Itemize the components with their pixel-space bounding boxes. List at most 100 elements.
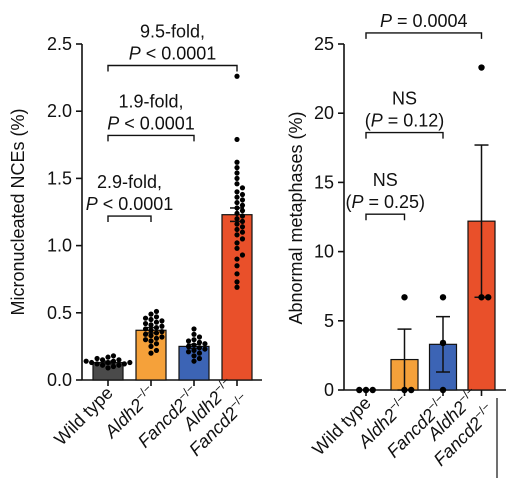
- data-point: [234, 240, 240, 246]
- data-point: [234, 205, 240, 211]
- data-point: [89, 359, 95, 366]
- significance-label: 1.9-fold,: [118, 91, 183, 111]
- data-point: [148, 338, 154, 344]
- data-point: [202, 341, 208, 347]
- data-point: [239, 224, 246, 230]
- significance-label: NS: [392, 89, 417, 109]
- data-point: [191, 342, 197, 348]
- data-point: [234, 170, 240, 176]
- significance-label: (P = 0.12): [365, 111, 445, 131]
- data-point: [153, 341, 160, 347]
- significance-label: P < 0.0001: [129, 44, 217, 64]
- data-point: [234, 199, 240, 206]
- data-point: [153, 308, 160, 315]
- data-point: [234, 245, 240, 251]
- data-point: [191, 358, 197, 364]
- y-tick-label: 1.5: [47, 168, 72, 188]
- significance-label: 9.5-fold,: [140, 22, 205, 42]
- data-point: [439, 386, 447, 394]
- data-point: [401, 386, 408, 394]
- data-point: [234, 232, 240, 238]
- data-point: [142, 315, 149, 321]
- data-point: [105, 365, 111, 371]
- data-point: [191, 326, 197, 332]
- data-point: [234, 279, 240, 285]
- data-point: [408, 386, 415, 394]
- y-tick-label: 1.0: [47, 236, 72, 256]
- data-point: [99, 362, 106, 368]
- data-point: [148, 343, 154, 349]
- data-point: [234, 136, 240, 143]
- data-point: [153, 330, 160, 336]
- data-point: [234, 189, 240, 195]
- significance-label: NS: [373, 170, 398, 190]
- data-point: [239, 202, 246, 208]
- data-point: [401, 294, 408, 301]
- data-point: [148, 311, 154, 317]
- data-point: [439, 339, 447, 347]
- data-point: [153, 335, 160, 341]
- significance-bracket: [107, 64, 238, 72]
- data-point: [234, 181, 240, 187]
- y-tick-label: 25: [314, 34, 334, 54]
- data-point: [153, 347, 160, 354]
- data-point: [191, 331, 197, 337]
- data-point: [234, 194, 240, 200]
- data-point: [239, 252, 246, 258]
- data-point: [239, 218, 246, 225]
- data-point: [142, 320, 149, 327]
- data-point: [239, 229, 246, 235]
- data-point: [83, 358, 89, 364]
- data-point: [234, 221, 240, 227]
- data-point: [239, 191, 246, 198]
- data-point: [196, 345, 203, 351]
- y-tick-label: 0.0: [47, 370, 72, 390]
- data-point: [159, 318, 165, 324]
- data-point: [239, 236, 246, 242]
- data-point: [234, 165, 240, 171]
- significance-bracket: [107, 134, 195, 142]
- data-point: [234, 226, 240, 233]
- data-point: [142, 337, 149, 343]
- data-point: [153, 319, 160, 325]
- data-point: [105, 359, 111, 366]
- y-tick-label: 15: [314, 172, 334, 192]
- data-point: [153, 314, 160, 320]
- data-point: [185, 349, 192, 355]
- data-point: [148, 327, 154, 333]
- data-point: [485, 294, 492, 301]
- y-tick-label: 5: [324, 311, 334, 331]
- data-point: [196, 355, 203, 362]
- data-point: [234, 256, 240, 262]
- data-point: [196, 350, 203, 356]
- data-point: [148, 316, 154, 323]
- y-axis-label: Abnormal metaphases (%): [286, 111, 306, 324]
- y-tick-label: 2.0: [47, 101, 72, 121]
- y-tick-label: 20: [314, 103, 334, 123]
- data-point: [99, 357, 106, 363]
- data-point: [191, 347, 197, 354]
- significance-label: P = 0.0004: [380, 11, 468, 31]
- data-point: [116, 362, 122, 368]
- data-point: [202, 346, 208, 352]
- data-point: [239, 197, 246, 203]
- data-point: [116, 357, 122, 363]
- data-point: [234, 175, 240, 181]
- data-point: [234, 284, 240, 290]
- data-point: [110, 363, 117, 370]
- data-point: [439, 294, 447, 301]
- data-point: [110, 353, 117, 359]
- data-point: [356, 386, 363, 394]
- data-point: [185, 343, 192, 349]
- chart-panel-1: 0.0 0.5 1.0 1.5 2.0 2.5 Micronucleated NCEs (%…: [8, 22, 262, 460]
- bar: [221, 214, 253, 381]
- data-point: [191, 337, 197, 343]
- significance-bracket: [365, 131, 444, 139]
- data-point: [234, 210, 240, 216]
- data-point: [105, 354, 111, 360]
- data-point: [196, 339, 203, 345]
- data-point: [142, 331, 149, 337]
- data-point: [234, 216, 240, 222]
